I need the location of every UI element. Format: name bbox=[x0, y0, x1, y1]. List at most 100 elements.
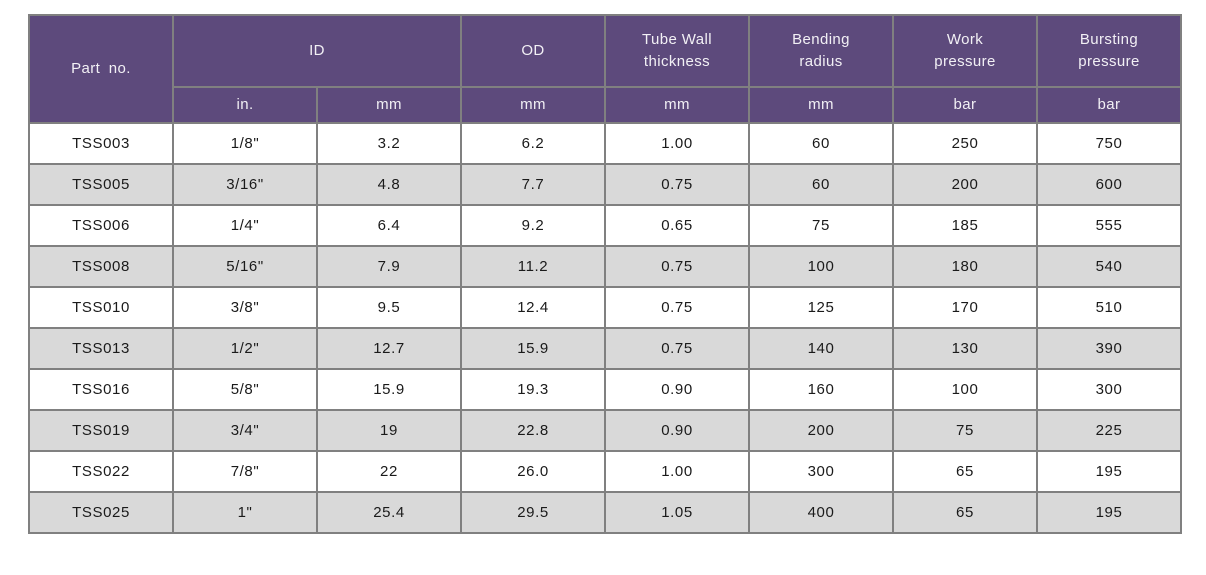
work-pressure-bar-cell: 130 bbox=[892, 327, 1038, 370]
od-mm-cell: 7.7 bbox=[460, 163, 606, 206]
id-in-cell: 7/8" bbox=[172, 450, 318, 493]
bending-radius-mm-cell: 100 bbox=[748, 245, 894, 288]
tube-wall-mm-cell: 0.75 bbox=[604, 245, 750, 288]
header-part-no: Part no. bbox=[28, 14, 174, 124]
od-mm-cell: 26.0 bbox=[460, 450, 606, 493]
od-mm-cell: 9.2 bbox=[460, 204, 606, 247]
spec-table: Part no. ID OD Tube Wall thickness Bendi… bbox=[28, 14, 1182, 534]
work-pressure-bar-cell: 75 bbox=[892, 409, 1038, 452]
table-body: TSS003 1/8" 3.2 6.2 1.00 60 250 750 TSS005 3/16" 4… bbox=[28, 122, 1182, 534]
od-mm-cell: 19.3 bbox=[460, 368, 606, 411]
od-mm-cell: 15.9 bbox=[460, 327, 606, 370]
table-row: TSS008 5/16" 7.9 11.2 0.75 100 180 540 bbox=[28, 245, 1182, 288]
header-od: OD bbox=[460, 14, 606, 88]
id-in-cell: 5/16" bbox=[172, 245, 318, 288]
table-row: TSS022 7/8" 22 26.0 1.00 300 65 195 bbox=[28, 450, 1182, 493]
part-no-cell: TSS025 bbox=[28, 491, 174, 534]
id-in-cell: 1/8" bbox=[172, 122, 318, 165]
part-no-cell: TSS019 bbox=[28, 409, 174, 452]
part-no-cell: TSS022 bbox=[28, 450, 174, 493]
id-mm-cell: 12.7 bbox=[316, 327, 462, 370]
bursting-pressure-bar-cell: 510 bbox=[1036, 286, 1182, 329]
tube-wall-mm-cell: 1.00 bbox=[604, 450, 750, 493]
header-bursting-pressure: Bursting pressure bbox=[1036, 14, 1182, 88]
table-row: TSS005 3/16" 4.8 7.7 0.75 60 200 600 bbox=[28, 163, 1182, 206]
bending-radius-mm-cell: 60 bbox=[748, 122, 894, 165]
id-mm-cell: 9.5 bbox=[316, 286, 462, 329]
bending-radius-mm-cell: 125 bbox=[748, 286, 894, 329]
table-row: TSS025 1" 25.4 29.5 1.05 400 65 195 bbox=[28, 491, 1182, 534]
part-no-cell: TSS003 bbox=[28, 122, 174, 165]
header-tube-wall: Tube Wall thickness bbox=[604, 14, 750, 88]
id-in-cell: 3/16" bbox=[172, 163, 318, 206]
table-row: TSS019 3/4" 19 22.8 0.90 200 75 225 bbox=[28, 409, 1182, 452]
bending-radius-mm-cell: 60 bbox=[748, 163, 894, 206]
bending-radius-mm-cell: 75 bbox=[748, 204, 894, 247]
tube-wall-mm-cell: 0.75 bbox=[604, 327, 750, 370]
unit-od-mm: mm bbox=[460, 86, 606, 124]
bursting-pressure-bar-cell: 300 bbox=[1036, 368, 1182, 411]
table-row: TSS016 5/8" 15.9 19.3 0.90 160 100 300 bbox=[28, 368, 1182, 411]
od-mm-cell: 29.5 bbox=[460, 491, 606, 534]
tube-wall-mm-cell: 0.75 bbox=[604, 163, 750, 206]
part-no-cell: TSS016 bbox=[28, 368, 174, 411]
work-pressure-bar-cell: 100 bbox=[892, 368, 1038, 411]
work-pressure-bar-cell: 180 bbox=[892, 245, 1038, 288]
bursting-pressure-bar-cell: 195 bbox=[1036, 450, 1182, 493]
table-row: TSS010 3/8" 9.5 12.4 0.75 125 170 510 bbox=[28, 286, 1182, 329]
unit-id-in: in. bbox=[172, 86, 318, 124]
id-in-cell: 3/4" bbox=[172, 409, 318, 452]
bursting-pressure-bar-cell: 225 bbox=[1036, 409, 1182, 452]
bursting-pressure-bar-cell: 555 bbox=[1036, 204, 1182, 247]
tube-wall-mm-cell: 0.90 bbox=[604, 409, 750, 452]
bending-radius-mm-cell: 200 bbox=[748, 409, 894, 452]
work-pressure-bar-cell: 65 bbox=[892, 491, 1038, 534]
part-no-cell: TSS005 bbox=[28, 163, 174, 206]
id-mm-cell: 19 bbox=[316, 409, 462, 452]
part-no-cell: TSS013 bbox=[28, 327, 174, 370]
header-bending-radius: Bending radius bbox=[748, 14, 894, 88]
spec-table-header: Part no. ID OD Tube Wall thickness Bendi… bbox=[28, 14, 1182, 124]
id-in-cell: 3/8" bbox=[172, 286, 318, 329]
work-pressure-bar-cell: 185 bbox=[892, 204, 1038, 247]
unit-work-bar: bar bbox=[892, 86, 1038, 124]
id-mm-cell: 3.2 bbox=[316, 122, 462, 165]
header-work-pressure: Work pressure bbox=[892, 14, 1038, 88]
header-row-groups: Part no. ID OD Tube Wall thickness Bendi… bbox=[28, 14, 1182, 124]
od-mm-cell: 12.4 bbox=[460, 286, 606, 329]
work-pressure-bar-cell: 200 bbox=[892, 163, 1038, 206]
tube-wall-mm-cell: 0.90 bbox=[604, 368, 750, 411]
header-id-group: ID bbox=[172, 14, 462, 88]
id-in-cell: 5/8" bbox=[172, 368, 318, 411]
bursting-pressure-bar-cell: 600 bbox=[1036, 163, 1182, 206]
table-row: TSS003 1/8" 3.2 6.2 1.00 60 250 750 bbox=[28, 122, 1182, 165]
bursting-pressure-bar-cell: 540 bbox=[1036, 245, 1182, 288]
bending-radius-mm-cell: 160 bbox=[748, 368, 894, 411]
tube-wall-mm-cell: 1.05 bbox=[604, 491, 750, 534]
part-no-cell: TSS008 bbox=[28, 245, 174, 288]
id-in-cell: 1/2" bbox=[172, 327, 318, 370]
table-row: TSS013 1/2" 12.7 15.9 0.75 140 130 390 bbox=[28, 327, 1182, 370]
tube-wall-mm-cell: 0.75 bbox=[604, 286, 750, 329]
od-mm-cell: 6.2 bbox=[460, 122, 606, 165]
part-no-cell: TSS006 bbox=[28, 204, 174, 247]
work-pressure-bar-cell: 65 bbox=[892, 450, 1038, 493]
tube-wall-mm-cell: 0.65 bbox=[604, 204, 750, 247]
bursting-pressure-bar-cell: 195 bbox=[1036, 491, 1182, 534]
id-in-cell: 1/4" bbox=[172, 204, 318, 247]
od-mm-cell: 11.2 bbox=[460, 245, 606, 288]
id-in-cell: 1" bbox=[172, 491, 318, 534]
bending-radius-mm-cell: 140 bbox=[748, 327, 894, 370]
header-row-units: in. mm mm mm mm bar bar bbox=[29, 86, 1182, 124]
id-mm-cell: 22 bbox=[316, 450, 462, 493]
bursting-pressure-bar-cell: 390 bbox=[1036, 327, 1182, 370]
tube-wall-mm-cell: 1.00 bbox=[604, 122, 750, 165]
id-mm-cell: 6.4 bbox=[316, 204, 462, 247]
id-mm-cell: 4.8 bbox=[316, 163, 462, 206]
unit-bursting-bar: bar bbox=[1036, 86, 1182, 124]
od-mm-cell: 22.8 bbox=[460, 409, 606, 452]
id-mm-cell: 25.4 bbox=[316, 491, 462, 534]
unit-bending-mm: mm bbox=[748, 86, 894, 124]
unit-id-mm: mm bbox=[316, 86, 462, 124]
bursting-pressure-bar-cell: 750 bbox=[1036, 122, 1182, 165]
